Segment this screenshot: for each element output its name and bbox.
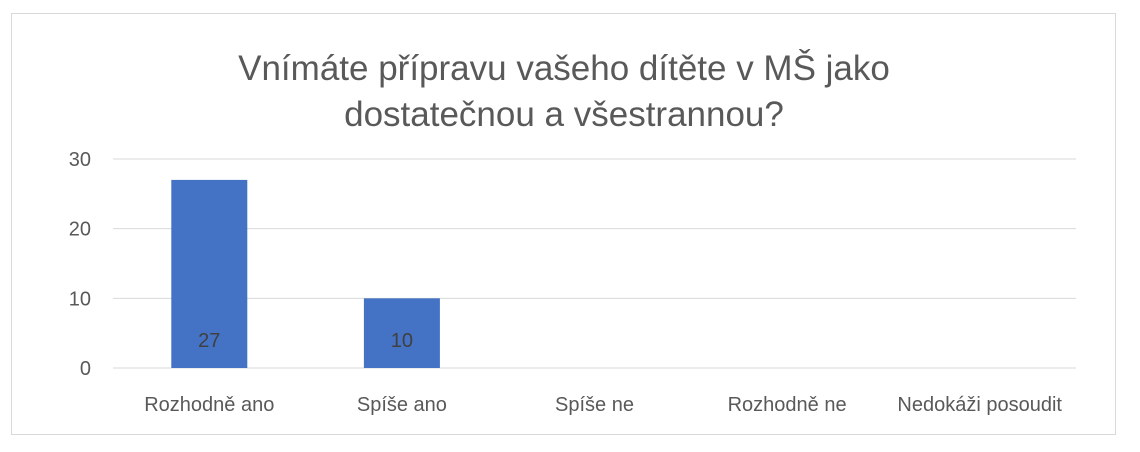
bar-0 [171,179,248,368]
data-label-1: 10 [391,330,413,352]
gridlines [113,158,1076,369]
bar-1 [363,298,440,368]
category-label-0: Rozhodně ano [144,394,274,416]
y-tick-label: 0 [80,358,91,380]
chart-title-line-1: Vnímáte přípravu vašeho dítěte v MŠ jako [238,49,890,88]
category-label-1: Spíše ano [357,394,447,416]
bars [171,179,440,368]
category-label-4: Nedokáži posoudit [897,394,1062,416]
category-labels: Rozhodně ano Spíše ano Spíše ne Rozhodně ne… [144,394,1062,416]
category-label-3: Rozhodně ne [728,394,847,416]
category-label-2: Spíše ne [555,394,634,416]
y-axis-ticks: 0 10 20 30 [69,149,91,380]
data-labels: 27 10 [198,330,413,352]
y-tick-label: 30 [69,149,91,171]
y-tick-label: 20 [69,219,91,241]
y-tick-label: 10 [69,288,91,310]
data-label-0: 27 [198,330,220,352]
chart-title-line-2: dostatečnou a všestrannou? [344,95,784,134]
